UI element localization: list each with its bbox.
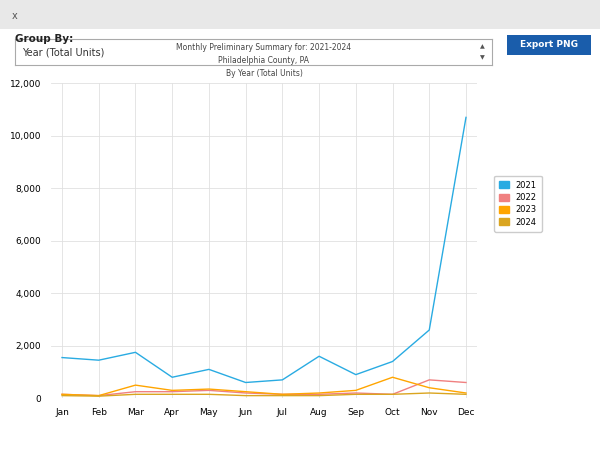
2023 [316, 390, 323, 396]
Text: Group By:: Group By: [15, 34, 73, 44]
2022 [169, 389, 176, 394]
2024 [316, 393, 323, 398]
2024 [132, 392, 139, 397]
Text: ▲: ▲ [480, 45, 485, 50]
2023 [463, 390, 470, 396]
2024 [169, 392, 176, 397]
2022 [58, 392, 65, 397]
Text: ▼: ▼ [480, 55, 485, 60]
2021 [389, 359, 396, 364]
Line: 2022: 2022 [62, 380, 466, 396]
2024 [463, 392, 470, 397]
2023 [58, 392, 65, 397]
2021 [58, 355, 65, 360]
Line: 2023: 2023 [62, 377, 466, 396]
2022 [95, 393, 103, 398]
Text: Year (Total Units): Year (Total Units) [22, 47, 104, 57]
2023 [389, 374, 396, 380]
2022 [205, 387, 212, 393]
Legend: 2021, 2022, 2023, 2024: 2021, 2022, 2023, 2024 [494, 176, 542, 232]
2024 [205, 392, 212, 397]
2024 [95, 393, 103, 399]
2023 [205, 387, 212, 392]
2024 [425, 390, 433, 396]
2024 [389, 392, 396, 397]
2021 [425, 327, 433, 333]
2021 [463, 115, 470, 120]
2021 [316, 354, 323, 359]
2022 [463, 380, 470, 385]
2022 [389, 392, 396, 397]
2022 [242, 390, 249, 396]
2023 [425, 385, 433, 391]
2024 [279, 393, 286, 398]
2021 [169, 374, 176, 380]
Title: Monthly Preliminary Summary for: 2021-2024
Philadelphia County, PA
By Year (Tota: Monthly Preliminary Summary for: 2021-20… [176, 43, 352, 78]
2021 [352, 372, 359, 377]
2021 [205, 367, 212, 372]
Line: 2021: 2021 [62, 117, 466, 382]
2021 [279, 377, 286, 382]
2023 [169, 387, 176, 393]
2021 [242, 380, 249, 385]
2023 [352, 387, 359, 393]
2023 [132, 382, 139, 388]
2022 [316, 392, 323, 397]
2022 [425, 377, 433, 382]
2022 [352, 390, 359, 396]
2023 [95, 393, 103, 398]
2022 [279, 392, 286, 397]
Line: 2024: 2024 [62, 393, 466, 396]
2023 [242, 389, 249, 394]
2024 [352, 392, 359, 397]
2024 [242, 393, 249, 398]
Text: x: x [12, 11, 18, 21]
2021 [132, 350, 139, 355]
2022 [132, 389, 139, 394]
2024 [58, 393, 65, 398]
2023 [279, 392, 286, 397]
2021 [95, 357, 103, 363]
Text: Export PNG: Export PNG [520, 40, 578, 49]
